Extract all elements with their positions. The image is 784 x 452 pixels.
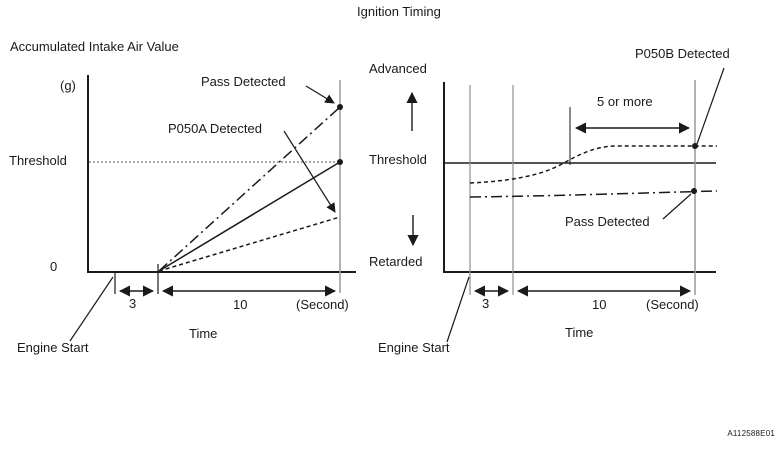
right-time-axis-label: Time	[565, 325, 594, 340]
right-engine-start-leader	[446, 276, 470, 343]
left-second-unit-label: (Second)	[296, 297, 349, 312]
left-threshold-endpoint-dot	[337, 159, 343, 165]
left-chart-lines	[69, 75, 356, 342]
left-series-p050a-dashed-line	[158, 216, 341, 272]
left-chart-title: Accumulated Intake Air Value	[10, 39, 179, 54]
left-pass-leader-arrow	[305, 85, 335, 104]
right-3s-label: 3	[482, 296, 490, 311]
right-series-p050b-dashed-curve	[469, 145, 717, 184]
left-threshold-label: Threshold	[9, 153, 67, 168]
right-pass-leader	[662, 193, 692, 220]
right-pass-endpoint-dot	[691, 188, 697, 194]
right-series-pass-dashdot-curve	[469, 190, 718, 198]
retarded-label: Retarded	[369, 254, 423, 269]
left-engine-start-leader	[69, 276, 114, 342]
right-10s-label: 10	[592, 297, 607, 312]
figure-code: A112588E01	[727, 429, 775, 438]
left-zero-label: 0	[50, 259, 58, 274]
five-or-more-label: 5 or more	[597, 94, 653, 109]
left-pass-detected-label: Pass Detected	[201, 74, 286, 89]
right-chart-lines	[406, 67, 725, 343]
right-pass-detected-label: Pass Detected	[565, 214, 650, 229]
left-p050a-leader-arrow	[283, 130, 336, 213]
left-y-unit-label: (g)	[60, 78, 76, 93]
right-engine-start-label: Engine Start	[378, 340, 450, 355]
right-p050b-endpoint-dot	[692, 143, 698, 149]
left-pass-endpoint-dot	[337, 104, 343, 110]
left-series-solid-line	[158, 161, 341, 272]
right-p050b-detected-label: P050B Detected	[635, 46, 730, 61]
advanced-label: Advanced	[369, 61, 427, 76]
right-second-unit-label: (Second)	[646, 297, 699, 312]
left-10s-label: 10	[233, 297, 248, 312]
left-3s-label: 3	[129, 296, 137, 311]
left-time-axis-label: Time	[189, 326, 218, 341]
left-p050a-detected-label: P050A Detected	[168, 121, 262, 136]
left-engine-start-label: Engine Start	[17, 340, 89, 355]
right-threshold-label: Threshold	[369, 152, 427, 167]
right-chart-title: Ignition Timing	[357, 4, 441, 19]
right-p050b-leader	[696, 67, 725, 145]
